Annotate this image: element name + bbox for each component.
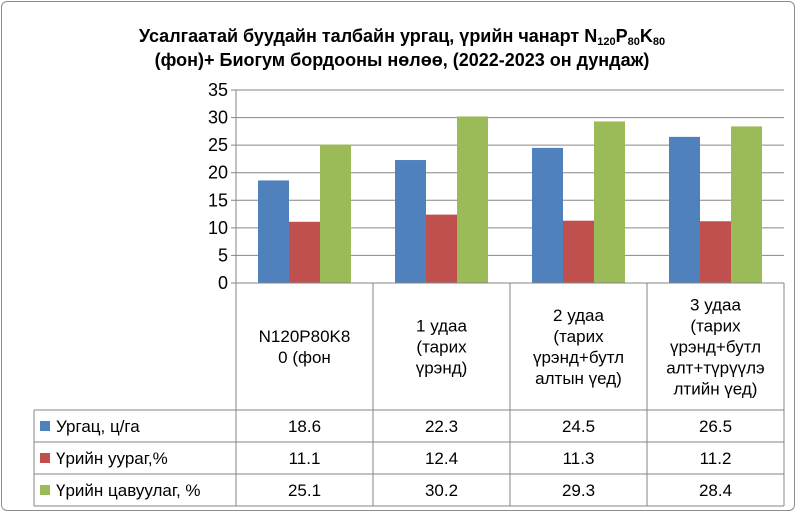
data-label: 24.5 [562, 417, 595, 436]
bars [258, 116, 762, 284]
category-label: 0 (фон [278, 348, 331, 367]
data-table: N120P80K8 0 (фон 1 удаа (тарих үрэнд) 2 удаа (… [33, 282, 785, 507]
bar [700, 221, 731, 283]
category-label: лтийн үед) [674, 380, 758, 399]
legend-label: Үрийн цавуулаг, % [56, 481, 201, 500]
bar [395, 160, 426, 283]
y-tick-label: 0 [218, 273, 228, 293]
data-label: 11.1 [289, 449, 321, 468]
data-label: 12.4 [425, 449, 458, 468]
bar [289, 221, 320, 283]
legend-label: Ургац, ц/га [56, 417, 140, 436]
bar [532, 147, 563, 283]
data-label: 28.4 [699, 481, 732, 500]
category-label: 1 удаа [416, 317, 467, 336]
data-label: 22.3 [425, 417, 458, 436]
data-label: 11.2 [700, 449, 732, 468]
category-label: 2 удаа [553, 306, 604, 325]
category-label: үрэнд+бутл [670, 338, 761, 357]
y-tick-label: 30 [208, 108, 228, 128]
title-line-1: Усалгаатай буудайн талбайн ургац, үрийн … [138, 26, 666, 48]
data-label: 11.3 [563, 449, 595, 468]
category-label: үрэнд+бутл [533, 348, 624, 367]
data-label: 26.5 [699, 417, 732, 436]
bar [594, 121, 625, 283]
legend-key [40, 421, 50, 431]
y-tick-label: 25 [208, 135, 228, 155]
data-label: 29.3 [562, 481, 595, 500]
data-label: 18.6 [288, 417, 321, 436]
bar [426, 214, 457, 283]
category-label: (тарих [553, 327, 604, 346]
bar [457, 116, 488, 284]
legend-key [40, 453, 50, 463]
y-axis: 0 5 10 15 20 25 30 35 [208, 80, 237, 293]
title-line-2: (фон)+ Биогум бордооны нөлөө, (2022-2023… [154, 50, 650, 70]
category-label: N120P80K8 [259, 327, 351, 346]
category-label: 3 удаа [690, 296, 741, 315]
legend-label: Үрийн уураг,% [56, 449, 168, 468]
y-tick-label: 20 [208, 163, 228, 183]
category-label: алтын үед) [535, 369, 622, 388]
bar [563, 220, 594, 283]
y-tick-label: 10 [208, 218, 228, 238]
bar [669, 136, 700, 283]
y-tick-label: 5 [218, 245, 228, 265]
category-label: (тарих [690, 317, 741, 336]
bar [320, 144, 351, 283]
category-label: (тарих [416, 338, 467, 357]
y-tick-label: 15 [208, 190, 228, 210]
data-label: 25.1 [288, 481, 321, 500]
y-tick-label: 35 [208, 80, 228, 100]
legend-key [40, 485, 50, 495]
data-label: 30.2 [425, 481, 458, 500]
category-label: алт+түрүүлэ [666, 359, 764, 378]
bar [731, 126, 762, 283]
bar [258, 180, 289, 283]
category-label: үрэнд) [416, 359, 468, 378]
chart-title: Усалгаатай буудайн талбайн ургац, үрийн … [62, 24, 742, 72]
